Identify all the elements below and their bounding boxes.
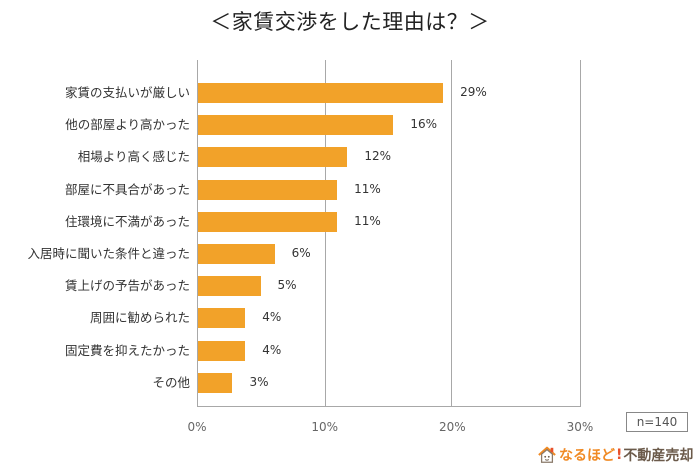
axis-line-0 xyxy=(197,60,198,407)
bar-row: 11% xyxy=(197,179,580,200)
bar-value-label: 4% xyxy=(262,342,282,357)
plot-area: 29% 16% 12% 11% 11% 6% 5% 4% 4% 3% xyxy=(197,60,581,407)
bar xyxy=(198,179,338,200)
gridline-30 xyxy=(580,60,581,407)
bar-value-label: 4% xyxy=(262,310,282,325)
bar xyxy=(198,308,246,329)
bar xyxy=(198,211,338,232)
bar-value-label: 3% xyxy=(249,374,269,389)
house-icon xyxy=(538,446,556,463)
logo-text-fudosan: 不動産売却 xyxy=(623,448,694,464)
bar-row: 16% xyxy=(197,115,580,136)
gridline-10 xyxy=(325,60,326,407)
category-label: 住環境に不満があった xyxy=(64,213,190,229)
category-label: 家賃の支払いが厳しい xyxy=(64,85,190,100)
x-tick-label: 10% xyxy=(311,420,338,434)
bar-value-label: 5% xyxy=(277,278,297,293)
bar xyxy=(198,372,233,393)
bar xyxy=(198,340,246,361)
bar-value-label: 12% xyxy=(364,149,392,164)
x-tick-label: 0% xyxy=(187,420,207,434)
bar-value-label: 29% xyxy=(460,85,487,99)
bar-value-label: 6% xyxy=(291,246,311,260)
gridline-20 xyxy=(451,60,452,407)
logo-text-naruhodo: なるほど xyxy=(559,448,615,464)
bar-row: 4% xyxy=(197,340,580,361)
sample-size-box: n=140 xyxy=(626,412,688,432)
category-label: 他の部屋より高かった xyxy=(65,117,190,133)
category-label: 賃上げの予告があった xyxy=(64,278,190,294)
category-label: 固定費を抑えたかった xyxy=(64,342,190,358)
bar xyxy=(198,83,444,103)
chart-title: ＜家賃交渉をした理由は？＞ xyxy=(210,10,490,34)
category-label: 入居時に聞いた条件と違った xyxy=(27,246,190,261)
bar-row: 6% xyxy=(197,244,580,264)
category-label: 部屋に不具合があった xyxy=(64,181,190,197)
category-label: 相場より高く感じた xyxy=(77,149,190,165)
bar-value-label: 11% xyxy=(354,213,381,228)
bar-row: 12% xyxy=(197,147,580,168)
x-tick-label: 30% xyxy=(566,420,594,434)
bar-row: 11% xyxy=(197,211,580,232)
brand-logo: なるほど ! 不動産売却 xyxy=(538,445,693,465)
bar xyxy=(198,147,348,168)
bar-row: 4% xyxy=(197,308,580,329)
x-tick-label: 20% xyxy=(438,420,466,434)
bar-value-label: 11% xyxy=(354,181,381,196)
bar-row: 29% xyxy=(197,83,580,103)
category-label: その他 xyxy=(152,374,190,390)
x-axis-line xyxy=(197,406,581,407)
bar xyxy=(198,244,275,264)
bar-value-label: 16% xyxy=(410,117,437,132)
bar-row: 5% xyxy=(197,276,580,297)
category-label: 周囲に勧められた xyxy=(89,310,190,326)
bar xyxy=(198,115,394,136)
logo-exclamation: ! xyxy=(616,447,623,463)
bar xyxy=(198,276,261,297)
bar-row: 3% xyxy=(197,372,580,393)
